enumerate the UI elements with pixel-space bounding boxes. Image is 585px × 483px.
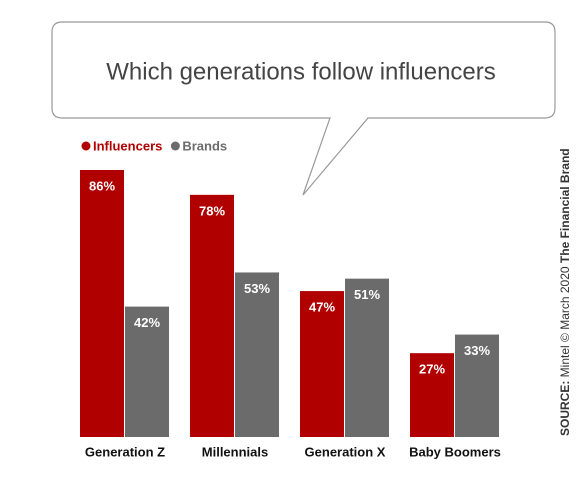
- legend-marker: [170, 141, 180, 151]
- data-label: 51%: [354, 287, 380, 302]
- data-label: 86%: [89, 178, 115, 193]
- bar: [300, 291, 344, 437]
- x-tick-label: Generation X: [305, 444, 386, 459]
- data-label: 42%: [134, 315, 160, 330]
- legend-label: Influencers: [93, 138, 162, 153]
- legend-label: Brands: [182, 138, 227, 153]
- chart-title: Which generations follow influencers: [106, 58, 496, 85]
- data-label: 78%: [199, 203, 225, 218]
- bar: [80, 170, 124, 437]
- source-brand: The Financial Brand: [558, 148, 572, 263]
- bar: [410, 353, 454, 437]
- legend: Influencers Brands: [81, 138, 227, 153]
- data-label: 33%: [464, 343, 490, 358]
- source-text: Mintel © March 2020: [558, 266, 572, 377]
- source-label: SOURCE:: [558, 381, 572, 436]
- x-tick-label: Generation Z: [85, 444, 165, 459]
- data-label: 47%: [309, 300, 335, 315]
- bar: [190, 194, 234, 437]
- x-tick-label: Baby Boomers: [409, 444, 501, 459]
- bar: [125, 306, 169, 437]
- legend-marker: [81, 141, 91, 151]
- bar: [235, 272, 279, 437]
- data-label: 53%: [244, 281, 270, 296]
- bar: [455, 334, 499, 437]
- bar: [345, 278, 389, 437]
- source-note: SOURCE: Mintel © March 2020 The Financia…: [558, 148, 572, 436]
- data-label: 27%: [419, 362, 445, 377]
- x-tick-label: Millennials: [202, 444, 268, 459]
- speech-bubble: [51, 21, 556, 196]
